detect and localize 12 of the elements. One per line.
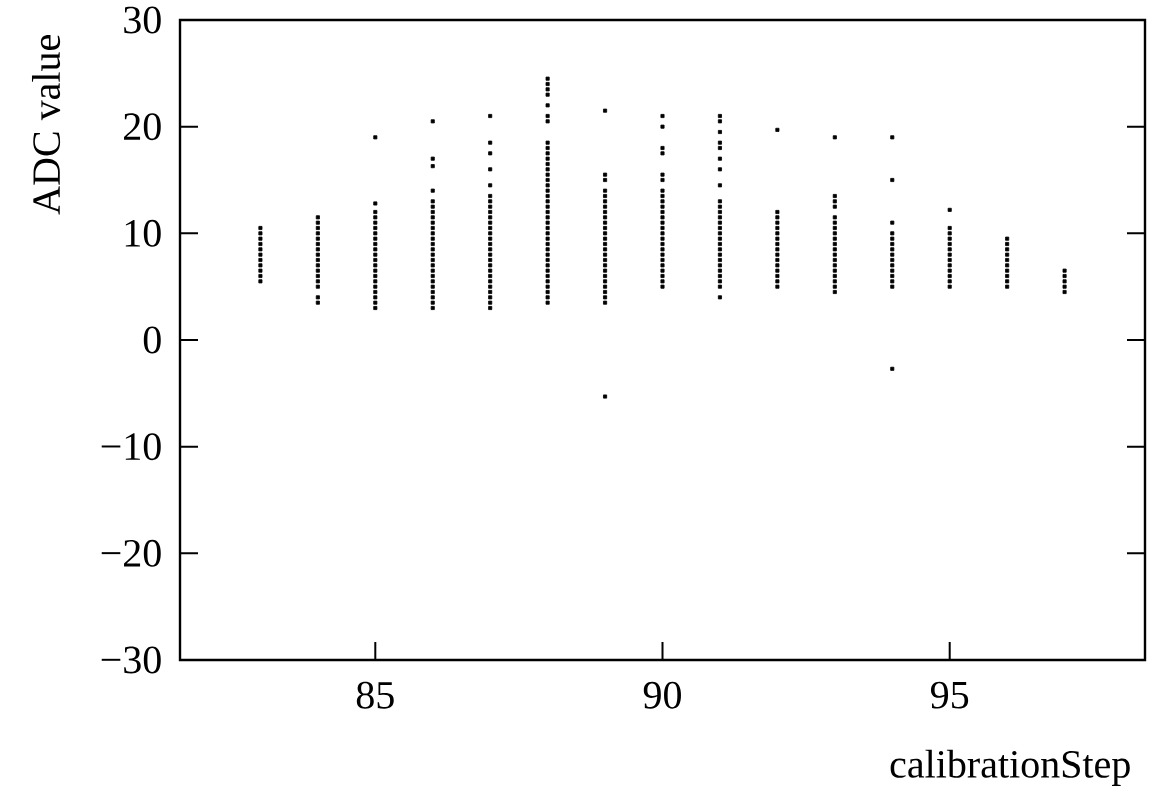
- x-tick-label: 90: [643, 681, 681, 709]
- y-tick-label: −30: [101, 646, 161, 674]
- y-tick-label: −10: [101, 433, 161, 461]
- x-tick-label: 85: [356, 681, 394, 709]
- y-tick-label: −20: [101, 539, 161, 567]
- y-axis-title: ADC value: [31, 35, 61, 215]
- x-tick-label: 95: [930, 681, 969, 709]
- y-tick-label: 30: [124, 6, 161, 34]
- y-tick-label: 20: [124, 113, 161, 141]
- y-tick-label: 10: [125, 219, 161, 247]
- x-axis-title: calibrationStep: [890, 749, 1130, 786]
- y-tick-label: 0: [143, 326, 161, 354]
